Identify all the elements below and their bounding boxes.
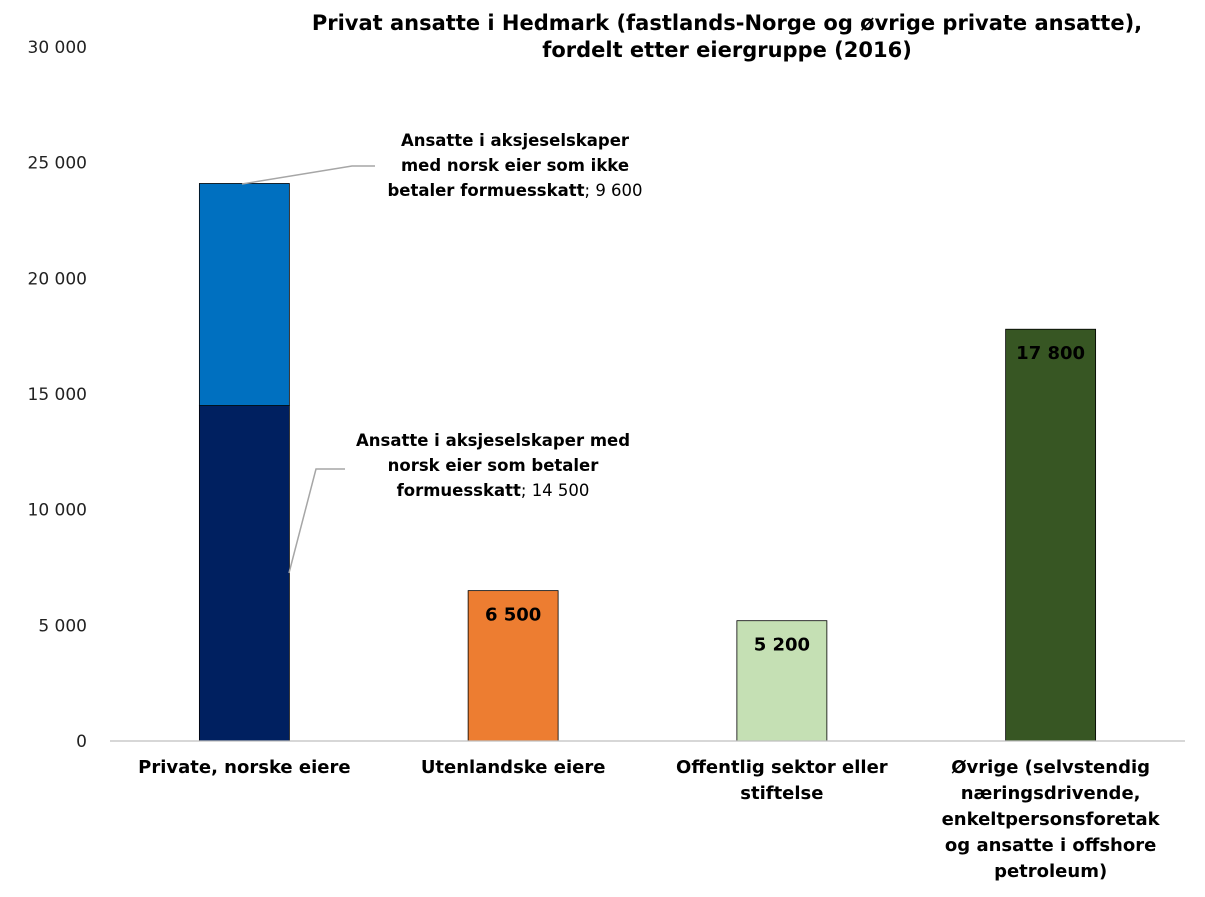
- y-tick-label: 15 000: [28, 385, 87, 405]
- y-tick-label: 10 000: [28, 501, 87, 521]
- y-tick-label: 30 000: [28, 38, 87, 58]
- y-tick-label: 0: [76, 732, 87, 752]
- chart-title: Privat ansatte i Hedmark (fastlands-Norg…: [312, 11, 1142, 62]
- x-category-label: enkeltpersonsforetak: [942, 809, 1161, 830]
- callout-label: betaler formuesskatt; 9 600: [387, 181, 642, 200]
- bars: 6 500 5 200 17 800: [198, 183, 1097, 742]
- callout-label: norsk eier som betaler: [388, 456, 600, 475]
- data-label: 17 800: [1016, 343, 1085, 364]
- callout-leader-line: [241, 165, 375, 185]
- y-tick-label: 25 000: [28, 154, 87, 174]
- x-category-label: og ansatte i offshore: [945, 835, 1156, 856]
- x-category-label: Offentlig sektor eller: [676, 757, 888, 778]
- callout-label: Ansatte i aksjeselskaper med: [356, 431, 630, 450]
- x-category-label: næringsdrivende,: [961, 783, 1141, 804]
- callout-label: formuesskatt; 14 500: [397, 481, 590, 500]
- bar-segment: [467, 590, 559, 742]
- chart-title-line: Privat ansatte i Hedmark (fastlands-Norg…: [312, 11, 1142, 35]
- x-category-label: Utenlandske eiere: [421, 757, 606, 778]
- bar-segment: [736, 620, 828, 742]
- y-axis: 0 5 000 10 000 15 000 20 000 25 000 30 000: [28, 38, 87, 752]
- bar-segment: [198, 183, 290, 406]
- callout-label: med norsk eier som ikke: [401, 156, 629, 175]
- data-label: 6 500: [485, 605, 541, 626]
- callouts: Ansatte i aksjeselskaper med norsk eier s…: [241, 131, 643, 574]
- callout-leader-line: [288, 468, 345, 574]
- x-axis: Private, norske eiere Utenlandske eiere Of…: [110, 740, 1185, 882]
- data-label: 5 200: [754, 635, 810, 656]
- callout-label: Ansatte i aksjeselskaper: [401, 131, 630, 150]
- x-category-label: Øvrige (selvstendig: [951, 757, 1150, 778]
- x-category-label: petroleum): [994, 861, 1107, 882]
- bar-segment: [1005, 328, 1097, 742]
- y-tick-label: 20 000: [28, 269, 87, 289]
- x-category-label: stiftelse: [740, 783, 823, 804]
- y-tick-label: 5 000: [38, 616, 87, 636]
- chart-title-line: fordelt etter eiergruppe (2016): [542, 38, 912, 62]
- x-category-label: Private, norske eiere: [138, 757, 350, 778]
- bar-segment: [198, 405, 290, 742]
